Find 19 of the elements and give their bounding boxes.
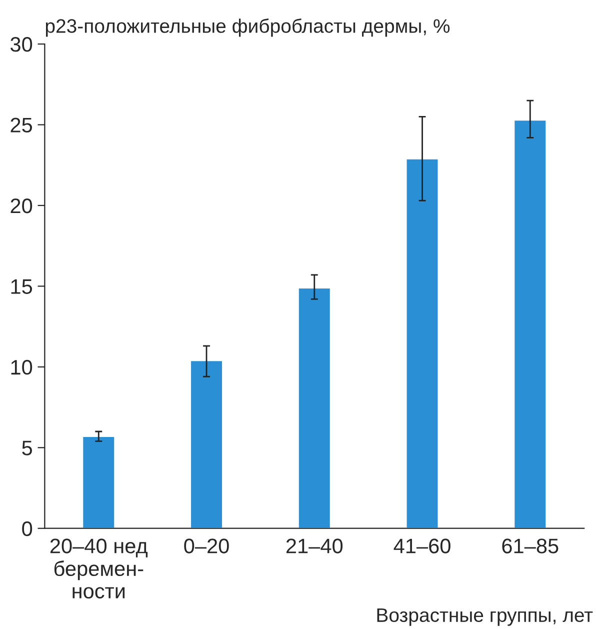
y-axis-title: p23-положительные фибробласты дермы, % [46, 18, 450, 37]
x-axis-title: Возрастные группы, лет [377, 608, 593, 626]
y-tick-label: 15 [11, 279, 32, 294]
y-tick-label: 30 [10, 37, 32, 52]
x-tick-label: 21–40 [286, 538, 343, 554]
bar [82, 436, 116, 528]
x-tick-label: 0–20 [184, 538, 229, 554]
y-tick-label: 20 [10, 198, 32, 214]
y-tick-label: 10 [11, 360, 32, 375]
bar [513, 119, 548, 528]
y-tick-label: 5 [22, 440, 32, 456]
bar [190, 360, 224, 528]
x-tick-label: 41–60 [394, 538, 450, 554]
bar [298, 287, 332, 528]
y-tick-label: 0 [22, 521, 32, 536]
y-tick-label: 25 [10, 118, 32, 133]
x-tick-label: 61–85 [502, 538, 558, 554]
x-tick-label: 20–40 нед беремен- ности [50, 538, 148, 598]
bar [405, 158, 440, 528]
